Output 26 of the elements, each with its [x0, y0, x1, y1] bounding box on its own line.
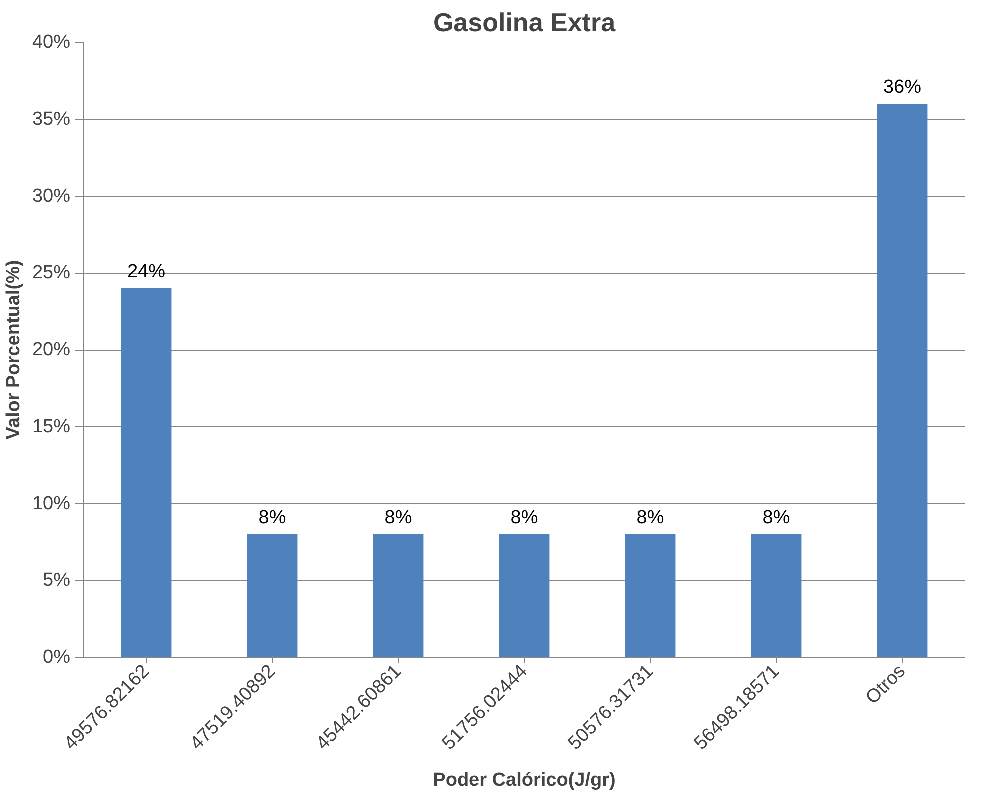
- data-label: 8%: [510, 508, 538, 528]
- y-tick-label: 15%: [32, 416, 71, 438]
- y-tick-label: 40%: [32, 32, 71, 53]
- bar: [121, 288, 172, 658]
- bar: [373, 534, 424, 658]
- y-tick-label: 30%: [32, 186, 71, 207]
- data-label: 24%: [127, 262, 166, 282]
- data-label: 8%: [258, 508, 286, 528]
- y-tick-label: 0%: [43, 647, 71, 668]
- data-label: 8%: [762, 508, 790, 528]
- y-tick-label: 5%: [43, 570, 71, 592]
- data-label: 36%: [883, 77, 922, 98]
- bar: [877, 104, 928, 658]
- bar: [625, 534, 676, 658]
- y-tick-label: 20%: [32, 340, 71, 360]
- y-tick-label: 10%: [32, 493, 71, 514]
- y-tick-label: 35%: [32, 108, 71, 130]
- bar: [751, 534, 802, 658]
- data-label: 8%: [636, 508, 664, 528]
- x-axis-title: Poder Calórico(J/gr): [433, 770, 616, 791]
- bar: [247, 534, 298, 658]
- chart-title: Gasolina Extra: [433, 8, 616, 38]
- bar: [499, 534, 550, 658]
- y-axis-title: Valor Porcentual(%): [3, 260, 24, 440]
- data-label: 8%: [384, 508, 412, 528]
- y-tick-label: 25%: [32, 262, 71, 284]
